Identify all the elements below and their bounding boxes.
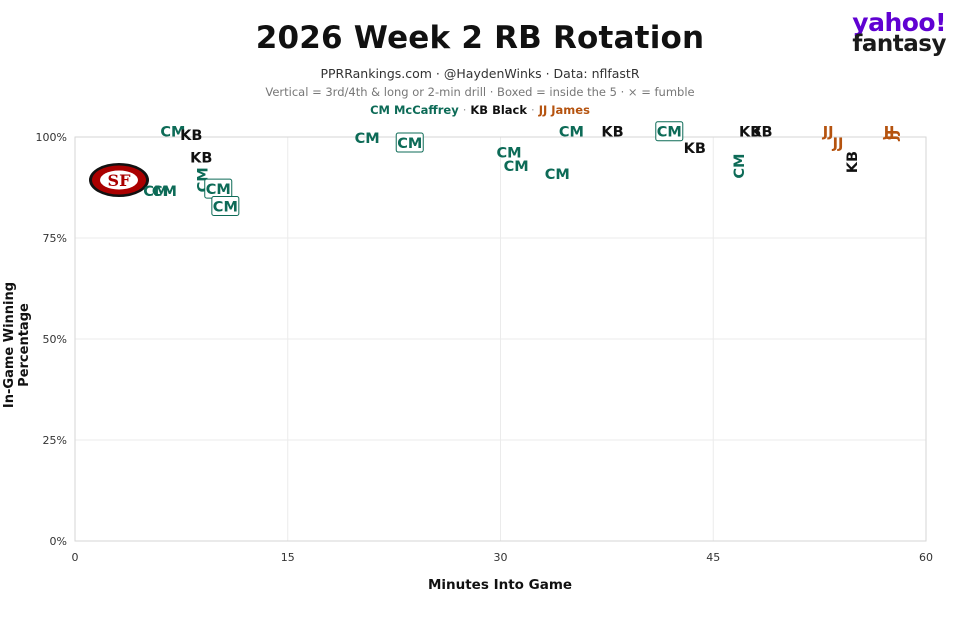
y-axis-label: In-Game Winning Percentage: [2, 281, 32, 409]
fantasy-wordmark: fantasy: [852, 31, 946, 57]
jj-point: JJ: [832, 136, 844, 152]
y-tick-label: 100%: [36, 131, 67, 144]
cm-box: [655, 121, 684, 142]
chart-subtitle: PPRRankings.com · @HaydenWinks · Data: n…: [320, 66, 640, 81]
legend-separator: ·: [462, 103, 467, 117]
x-axis-label: Minutes Into Game: [427, 577, 573, 593]
x-tick-label: 15: [281, 551, 295, 564]
legend-item-james: JJ James: [538, 103, 590, 117]
y-tick-label: 50%: [43, 333, 67, 346]
cm-point: CM: [732, 154, 748, 179]
x-tick-label: 45: [706, 551, 720, 564]
legend-item-mccaffrey: CM McCaffrey: [370, 103, 459, 117]
legend-item-black: KB Black: [470, 103, 528, 117]
kb-point: KB: [180, 128, 202, 144]
y-tick-label: 75%: [43, 232, 67, 245]
cm-point: CM: [397, 136, 422, 152]
kb-point: KB: [750, 125, 772, 141]
jj-point: JJ: [822, 125, 834, 141]
kb-point: KB: [684, 141, 706, 157]
cm-point: CM: [206, 182, 231, 198]
yahoo-wordmark: yahoo!: [852, 8, 946, 37]
cm-point: CM: [504, 159, 529, 175]
kb-point: KB: [739, 125, 761, 141]
cm-point: CM: [559, 125, 584, 141]
kb-point: KB: [845, 151, 861, 173]
grid: [75, 137, 926, 541]
jj-point: JJ: [885, 130, 901, 142]
cm-point: CM: [143, 184, 168, 200]
cm-point: CM: [657, 125, 682, 141]
chart-title: 2026 Week 2 RB Rotation: [255, 20, 705, 56]
x-tick-label: 0: [72, 551, 79, 564]
axes: 0 15 30 45 60 0% 25% 50% 75% 100%: [36, 131, 933, 564]
y-tick-label: 25%: [43, 434, 67, 447]
legend-separator: ·: [531, 103, 535, 117]
cm-point: CM: [152, 184, 177, 200]
49ers-logo: SF: [89, 163, 149, 197]
kb-point: KB: [190, 151, 212, 167]
cm-point: CM: [496, 145, 521, 161]
cm-point: CM: [545, 167, 570, 183]
cm-point: CM: [213, 199, 238, 215]
cm-point: CM: [355, 131, 380, 147]
y-tick-label: 0%: [50, 535, 67, 548]
plot-frame: [74, 136, 927, 542]
jj-point: JJ: [883, 125, 895, 141]
x-tick-label: 30: [494, 551, 508, 564]
cm-box: [395, 132, 424, 153]
cm-point: CM: [160, 125, 185, 141]
cm-box: [211, 195, 240, 216]
kb-point: KB: [601, 125, 623, 141]
legend: CM McCaffrey · KB Black · JJ James: [0, 103, 960, 117]
logo-inner: [100, 170, 138, 190]
x-tick-label: 60: [919, 551, 933, 564]
logo-text: SF: [108, 171, 132, 190]
chart-note: Vertical = 3rd/4th & long or 2-min drill…: [265, 85, 695, 99]
yahoo-fantasy-logo: yahoo! fantasy: [852, 10, 946, 56]
